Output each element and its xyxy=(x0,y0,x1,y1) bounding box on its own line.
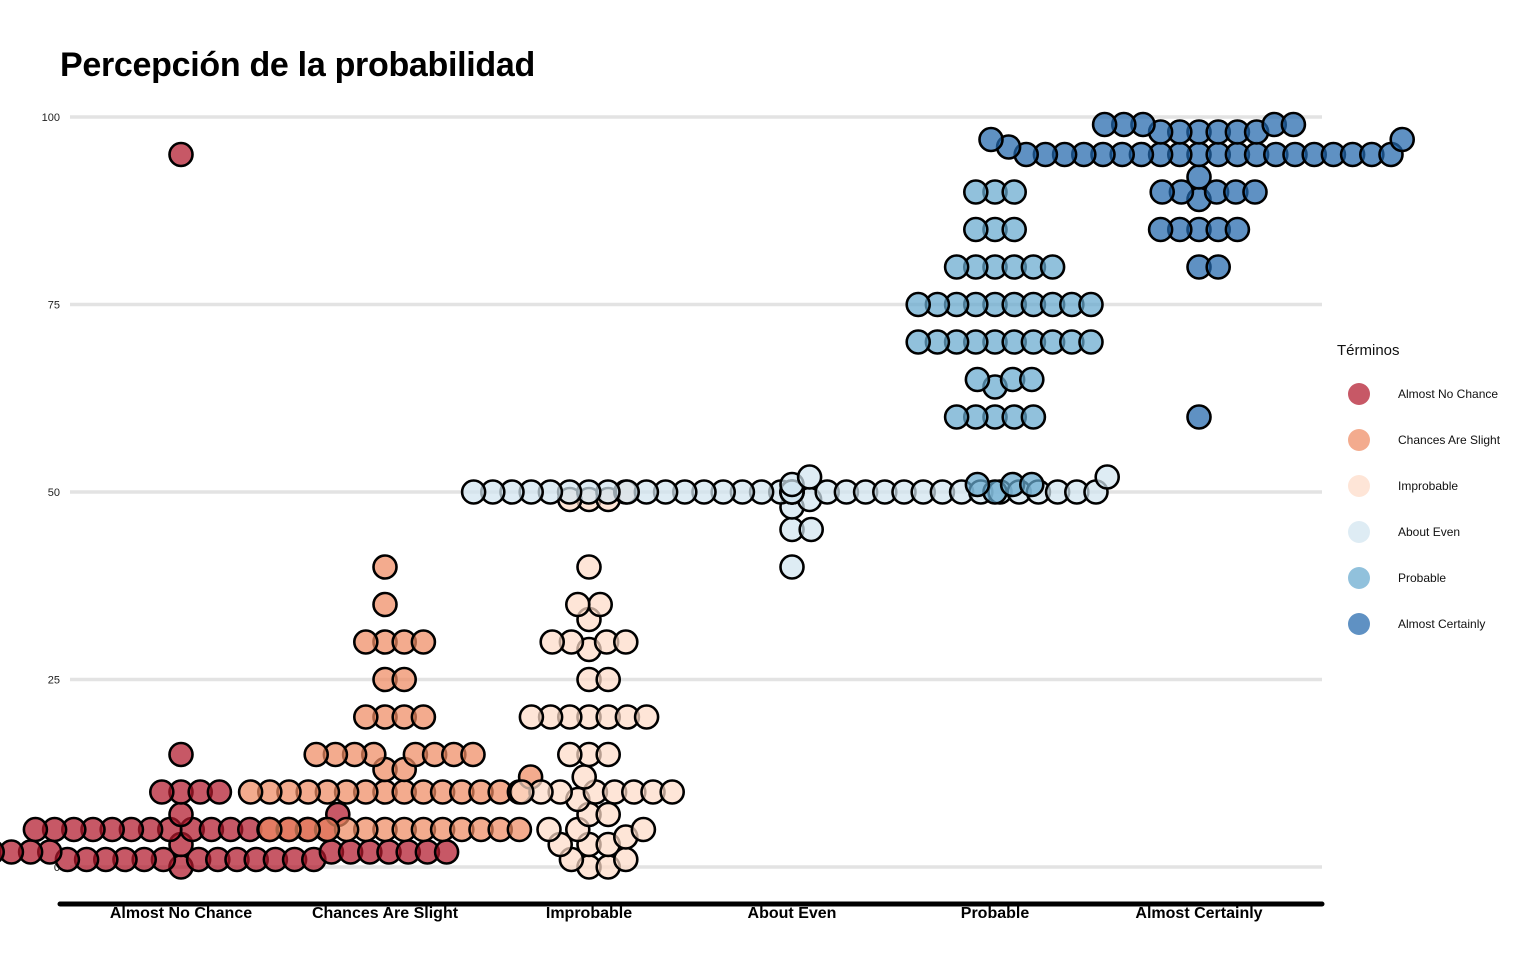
x-axis: Almost No Chance Chances Are Slight Improb… xyxy=(110,905,1263,922)
x-tick-label: Probable xyxy=(961,905,1030,922)
data-point xyxy=(779,554,805,580)
data-point xyxy=(352,629,379,655)
data-point xyxy=(372,591,398,618)
data-point xyxy=(962,179,989,205)
chart-title: Percepción de la probabilidad xyxy=(60,46,535,84)
legend-key xyxy=(1348,383,1370,405)
data-point xyxy=(1094,464,1120,490)
data-point xyxy=(1205,254,1231,280)
legend-label: About Even xyxy=(1398,525,1460,539)
data-point xyxy=(595,666,622,693)
data-point xyxy=(962,216,989,243)
data-point xyxy=(1039,254,1066,280)
legend-key xyxy=(1348,613,1370,635)
data-point xyxy=(1280,111,1307,138)
data-point xyxy=(410,629,437,655)
legend-key xyxy=(1348,429,1370,451)
data-point xyxy=(576,554,602,580)
legend-key xyxy=(1348,521,1370,543)
x-tick-label: Improbable xyxy=(546,905,632,922)
legend-key xyxy=(1348,567,1370,589)
legend-title: Términos xyxy=(1337,342,1400,359)
legend-label: Improbable xyxy=(1398,479,1458,493)
data-point xyxy=(460,479,487,505)
y-tick-label: 100 xyxy=(42,112,60,124)
data-point xyxy=(571,764,598,790)
data-point xyxy=(595,741,622,768)
data-point xyxy=(595,801,622,828)
data-point xyxy=(1147,216,1174,243)
data-point xyxy=(1001,179,1028,205)
legend-label: Almost No Chance xyxy=(1398,387,1498,401)
data-point xyxy=(149,779,175,805)
data-point xyxy=(168,741,194,768)
data-point xyxy=(237,779,264,805)
data-point xyxy=(0,841,5,863)
data-point xyxy=(536,816,562,843)
data-point xyxy=(556,741,583,768)
x-tick-label: About Even xyxy=(748,905,837,922)
data-point xyxy=(612,629,639,655)
x-tick-label: Chances Are Slight xyxy=(312,905,459,922)
legend: Términos Almost No Chance Chances Are Sli… xyxy=(1337,342,1501,635)
data-point xyxy=(539,629,566,655)
y-tick-label: 25 xyxy=(48,675,60,687)
data-point xyxy=(1224,216,1251,243)
data-point xyxy=(1149,179,1175,205)
data-point xyxy=(964,366,991,393)
data-point xyxy=(506,816,533,843)
data-point xyxy=(796,464,823,490)
data-point xyxy=(391,666,418,693)
y-axis: 0 25 50 75 100 xyxy=(42,112,60,874)
data-point xyxy=(1019,366,1045,393)
data-point xyxy=(1019,471,1045,498)
data-point xyxy=(410,704,437,730)
data-points xyxy=(0,111,1415,880)
legend-label: Almost Certainly xyxy=(1398,617,1485,631)
data-point xyxy=(1186,164,1212,190)
data-point xyxy=(943,254,970,280)
data-point xyxy=(587,591,614,618)
data-point xyxy=(508,779,535,805)
data-point xyxy=(943,404,970,430)
data-point xyxy=(168,141,194,168)
data-point xyxy=(22,816,49,843)
data-point xyxy=(206,779,233,805)
data-point xyxy=(659,779,686,805)
data-point xyxy=(633,704,660,730)
data-point xyxy=(905,291,932,318)
legend-key xyxy=(1348,475,1370,497)
data-point xyxy=(1020,404,1047,430)
data-point xyxy=(630,816,657,843)
data-point xyxy=(518,704,545,730)
data-point xyxy=(798,516,825,543)
data-point xyxy=(1389,126,1415,153)
data-point xyxy=(1078,291,1104,318)
data-point xyxy=(564,591,591,618)
data-point xyxy=(964,471,991,498)
data-point xyxy=(372,554,398,580)
data-point xyxy=(0,839,25,865)
data-point xyxy=(1091,111,1118,138)
y-tick-label: 50 xyxy=(48,487,60,499)
legend-label: Chances Are Slight xyxy=(1398,433,1501,447)
x-tick-label: Almost Certainly xyxy=(1135,905,1262,922)
data-point xyxy=(168,801,194,828)
data-point xyxy=(978,126,1004,153)
data-point xyxy=(352,704,379,730)
legend-label: Probable xyxy=(1398,571,1446,585)
y-tick-label: 75 xyxy=(48,300,60,312)
data-point xyxy=(256,816,283,843)
data-point xyxy=(433,839,460,865)
x-tick-label: Almost No Chance xyxy=(110,905,252,922)
data-point xyxy=(1186,404,1212,430)
y-tick-label: 0 xyxy=(54,862,60,874)
data-point xyxy=(1001,216,1028,243)
data-point xyxy=(460,741,486,768)
data-point xyxy=(1078,329,1104,355)
data-point xyxy=(1242,179,1268,205)
data-point xyxy=(905,329,932,355)
data-point xyxy=(303,741,330,768)
